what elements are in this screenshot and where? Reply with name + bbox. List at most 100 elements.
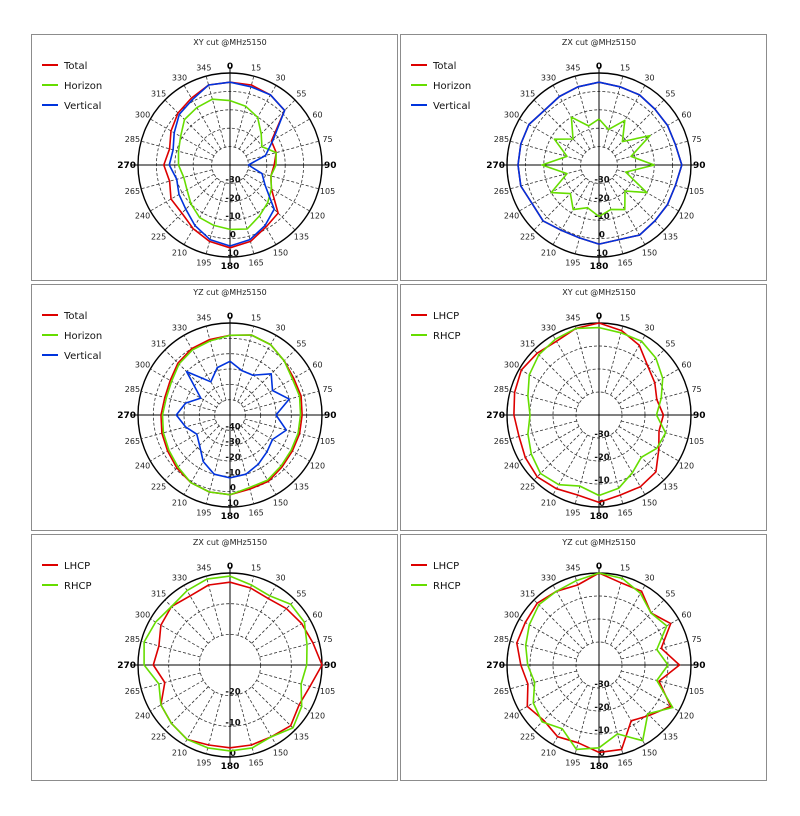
angle-label: 135 xyxy=(663,232,678,241)
panel-yz-cut-cp: YZ cut @MHz5150 0 15 30 55 60 75 90 105 120 135 150… xyxy=(400,534,767,781)
angle-label: 240 xyxy=(504,212,519,221)
angle-label: 135 xyxy=(294,232,309,241)
angle-label: 75 xyxy=(691,135,701,144)
panel-yz-cut: YZ cut @MHz5150 0 15 30 55 60 75 90 105 120 135 150… xyxy=(31,284,398,531)
angle-label: 30 xyxy=(275,74,285,83)
angle-label: 195 xyxy=(565,759,580,768)
angle-label: 285 xyxy=(494,135,509,144)
ring-label: -30 xyxy=(225,438,240,448)
grid-spoke xyxy=(150,368,217,408)
grid-spoke xyxy=(237,428,277,495)
angle-label: 265 xyxy=(494,437,509,446)
grid-spoke xyxy=(242,99,296,153)
grid-spoke xyxy=(510,169,582,190)
legend-label: Total xyxy=(63,61,87,72)
angle-label: 105 xyxy=(320,687,335,696)
grid-spoke xyxy=(234,76,255,148)
angle-label: 345 xyxy=(565,63,580,72)
legend-label: RHCP xyxy=(433,581,460,592)
grid-spoke xyxy=(240,349,296,405)
angle-label: 270 xyxy=(117,661,136,671)
angle-label: 120 xyxy=(679,212,694,221)
panel-zx-cut: ZX cut @MHz5150 0 15 30 55 60 75 90 105 120 135 150… xyxy=(400,34,767,281)
legend-label: Vertical xyxy=(433,101,470,112)
angle-label: 315 xyxy=(151,90,166,99)
angle-label: 75 xyxy=(322,135,332,144)
angle-label: 150 xyxy=(642,748,657,757)
grid-spoke xyxy=(150,618,204,651)
grid-spoke xyxy=(164,349,220,405)
grid-spoke xyxy=(510,640,577,660)
ring-label: -20 xyxy=(594,194,609,204)
series-line-rhcp xyxy=(527,326,667,497)
angle-label: 265 xyxy=(125,687,140,696)
grid-spoke xyxy=(552,180,591,245)
angle-label: 210 xyxy=(172,498,187,507)
angle-label: 210 xyxy=(172,248,187,257)
grid-spoke xyxy=(237,576,255,636)
grid-spoke xyxy=(237,694,255,754)
angle-label: 15 xyxy=(620,63,630,72)
grid-spoke xyxy=(533,430,584,481)
angle-label: 210 xyxy=(172,748,187,757)
series-line-vertical xyxy=(517,81,683,245)
series-line-vertical xyxy=(175,360,291,479)
angle-label: 270 xyxy=(486,411,505,421)
angle-label: 75 xyxy=(691,385,701,394)
angle-label: 90 xyxy=(324,661,337,671)
grid-spoke xyxy=(510,390,577,410)
angle-label: 210 xyxy=(541,248,556,257)
grid-spoke xyxy=(552,684,588,745)
grid-spoke xyxy=(621,640,688,660)
grid-spoke xyxy=(533,99,587,153)
ring-label: -30 xyxy=(594,430,609,440)
ring-label: -10 xyxy=(225,212,240,222)
angle-label: 225 xyxy=(151,732,166,741)
grid-spoke xyxy=(533,680,584,731)
legend-label: Vertical xyxy=(64,101,101,112)
ring-label: -10 xyxy=(594,726,609,736)
grid-spoke xyxy=(245,173,310,212)
ring-label: 0 xyxy=(599,749,605,759)
ring-label: -20 xyxy=(225,453,240,463)
grid-spoke xyxy=(205,76,226,148)
grid-spoke xyxy=(574,437,594,504)
grid-spoke xyxy=(243,422,310,462)
angle-label: 270 xyxy=(117,411,136,421)
angle-label: 345 xyxy=(196,563,211,572)
angle-label: 345 xyxy=(196,63,211,72)
grid-spoke xyxy=(618,676,679,712)
angle-label: 330 xyxy=(172,324,187,333)
grid-spoke xyxy=(574,576,594,643)
panel-xy-cut: XY cut @MHz5150 0 15 30 55 60 75 90 105 120 135 150… xyxy=(31,34,398,281)
grid-spoke xyxy=(574,687,594,754)
grid-spoke xyxy=(607,180,646,245)
angle-label: 165 xyxy=(249,759,264,768)
grid-spoke xyxy=(245,118,310,157)
grid-spoke xyxy=(150,118,215,157)
angle-label: 105 xyxy=(320,187,335,196)
grid-spoke xyxy=(621,420,688,440)
grid-spoke xyxy=(603,76,624,148)
angle-label: 195 xyxy=(196,759,211,768)
angle-label: 330 xyxy=(541,74,556,83)
grid-spoke xyxy=(244,390,319,412)
angle-label: 55 xyxy=(665,340,675,349)
angle-label: 240 xyxy=(135,212,150,221)
grid-spoke xyxy=(233,429,255,504)
angle-label: 15 xyxy=(620,313,630,322)
grid-spoke xyxy=(618,368,679,404)
angle-label: 135 xyxy=(294,732,309,741)
angle-label: 285 xyxy=(125,385,140,394)
grid-spoke xyxy=(259,640,319,658)
angle-label: 55 xyxy=(296,590,306,599)
grid-spoke xyxy=(552,585,588,646)
ring-label: -40 xyxy=(225,422,240,432)
grid-spoke xyxy=(141,640,201,658)
ring-label: -10 xyxy=(594,212,609,222)
angle-label: 60 xyxy=(681,361,691,370)
grid-spoke xyxy=(141,140,213,161)
angle-label: 0 xyxy=(227,312,233,322)
angle-label: 270 xyxy=(117,161,136,171)
grid-spoke xyxy=(621,390,688,410)
